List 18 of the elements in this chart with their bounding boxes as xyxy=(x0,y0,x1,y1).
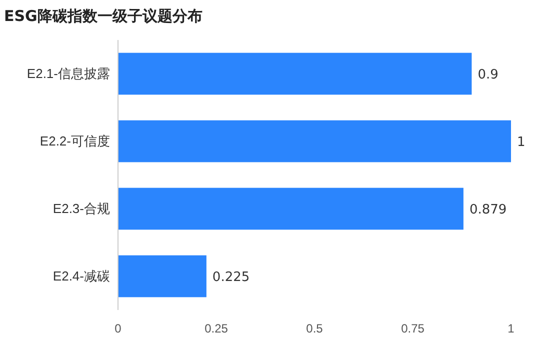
x-tick-label: 0 xyxy=(114,322,122,336)
chart-title: ESG降碳指数一级子议题分布 xyxy=(4,7,202,25)
y-tick-label: E2.4-减碳 xyxy=(52,268,110,284)
data-label: 0.9 xyxy=(478,67,498,82)
x-tick-label: 0.25 xyxy=(204,322,228,336)
x-tick-label: 1 xyxy=(508,322,515,336)
y-tick-label: E2.1-信息披露 xyxy=(26,66,110,81)
bar xyxy=(118,120,511,162)
x-tick-label: 0.5 xyxy=(306,322,324,336)
bar xyxy=(118,255,206,298)
x-tick-label: 0.75 xyxy=(401,322,425,336)
data-label: 0.225 xyxy=(212,270,250,285)
y-tick-label: E2.3-合规 xyxy=(52,200,110,216)
bar xyxy=(118,52,472,95)
bar xyxy=(118,188,464,230)
data-label: 1 xyxy=(517,134,526,150)
y-tick-label: E2.2-可信度 xyxy=(40,133,110,148)
data-label: 0.879 xyxy=(469,202,507,218)
